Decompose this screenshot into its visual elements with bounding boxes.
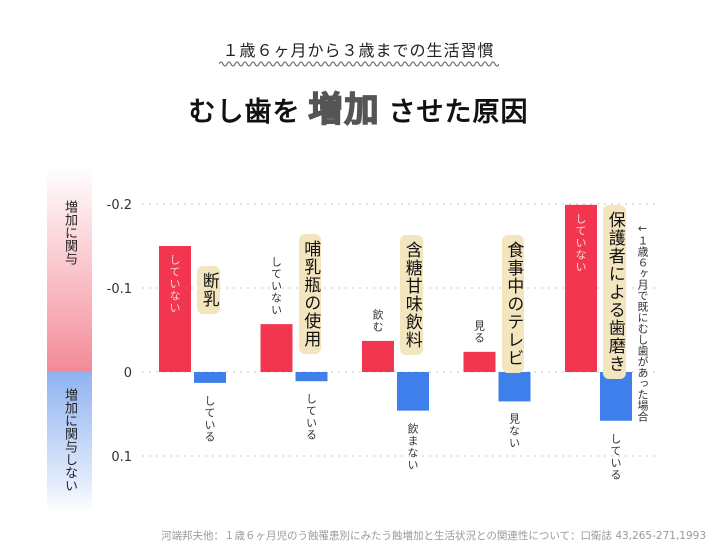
title-part-2: させた原因 bbox=[388, 97, 529, 128]
bar-increase-label: していない bbox=[574, 212, 587, 273]
bar-increase bbox=[463, 351, 496, 372]
y-tick-label: -0.2 bbox=[107, 198, 132, 213]
category-label: 含糖甘味飲料 bbox=[400, 235, 423, 355]
bar-increase bbox=[159, 246, 191, 372]
category-label: 断乳 bbox=[197, 266, 220, 314]
bar-increase-label: 飲む bbox=[371, 308, 384, 333]
bar-increase-label: 見る bbox=[472, 319, 486, 344]
chart-subtitle: １歳６ヶ月から３歳までの生活習慣 bbox=[222, 41, 495, 60]
bar-increase bbox=[362, 340, 394, 372]
category-label: 保護者による歯磨き bbox=[603, 205, 626, 379]
y-tick-label: 0 bbox=[124, 366, 132, 381]
annotation-note: ←１歳６ヶ月で既にむし歯があった場合 bbox=[636, 222, 649, 422]
legend-increase-label: 増加に関与 bbox=[62, 200, 77, 265]
title-part-1: むし歯を bbox=[188, 97, 301, 128]
category-label: 食事中のテレビ bbox=[501, 235, 525, 373]
bar-no-increase bbox=[194, 372, 226, 383]
bar-no-increase-label: 見ない bbox=[507, 413, 521, 450]
bar-no-increase-label: している bbox=[609, 432, 622, 481]
bar-no-increase bbox=[600, 372, 632, 421]
bar-no-increase bbox=[397, 372, 429, 411]
bar-no-increase-label: している bbox=[203, 394, 216, 443]
legend-no-increase-band bbox=[47, 372, 92, 512]
bar-no-increase bbox=[498, 372, 531, 402]
category-label: 哺乳瓶の使用 bbox=[298, 234, 322, 354]
bar-no-increase-label: している bbox=[304, 393, 318, 442]
bar-increase-label: していない bbox=[168, 254, 181, 314]
bar-no-increase-label: 飲まない bbox=[406, 422, 419, 471]
y-tick-label: -0.1 bbox=[107, 282, 132, 297]
legend-no-increase-label: 増加に関与しない bbox=[62, 388, 77, 492]
chart-title: むし歯を 増加 させた原因 bbox=[0, 82, 717, 131]
bar-increase bbox=[260, 324, 293, 372]
y-tick-label: 0.1 bbox=[111, 450, 132, 465]
bar-no-increase bbox=[295, 372, 328, 382]
bar-increase bbox=[565, 204, 597, 372]
citation: 河端邦夫他：１歳６ヶ月児のう蝕罹患別にみたう蝕増加と生活状況との関連性について：… bbox=[160, 530, 706, 542]
title-emphasis: 増加 bbox=[308, 89, 381, 131]
bar-increase-label: していない bbox=[269, 256, 283, 317]
wavy-underline bbox=[219, 61, 499, 67]
legend-increase-band bbox=[47, 166, 92, 372]
